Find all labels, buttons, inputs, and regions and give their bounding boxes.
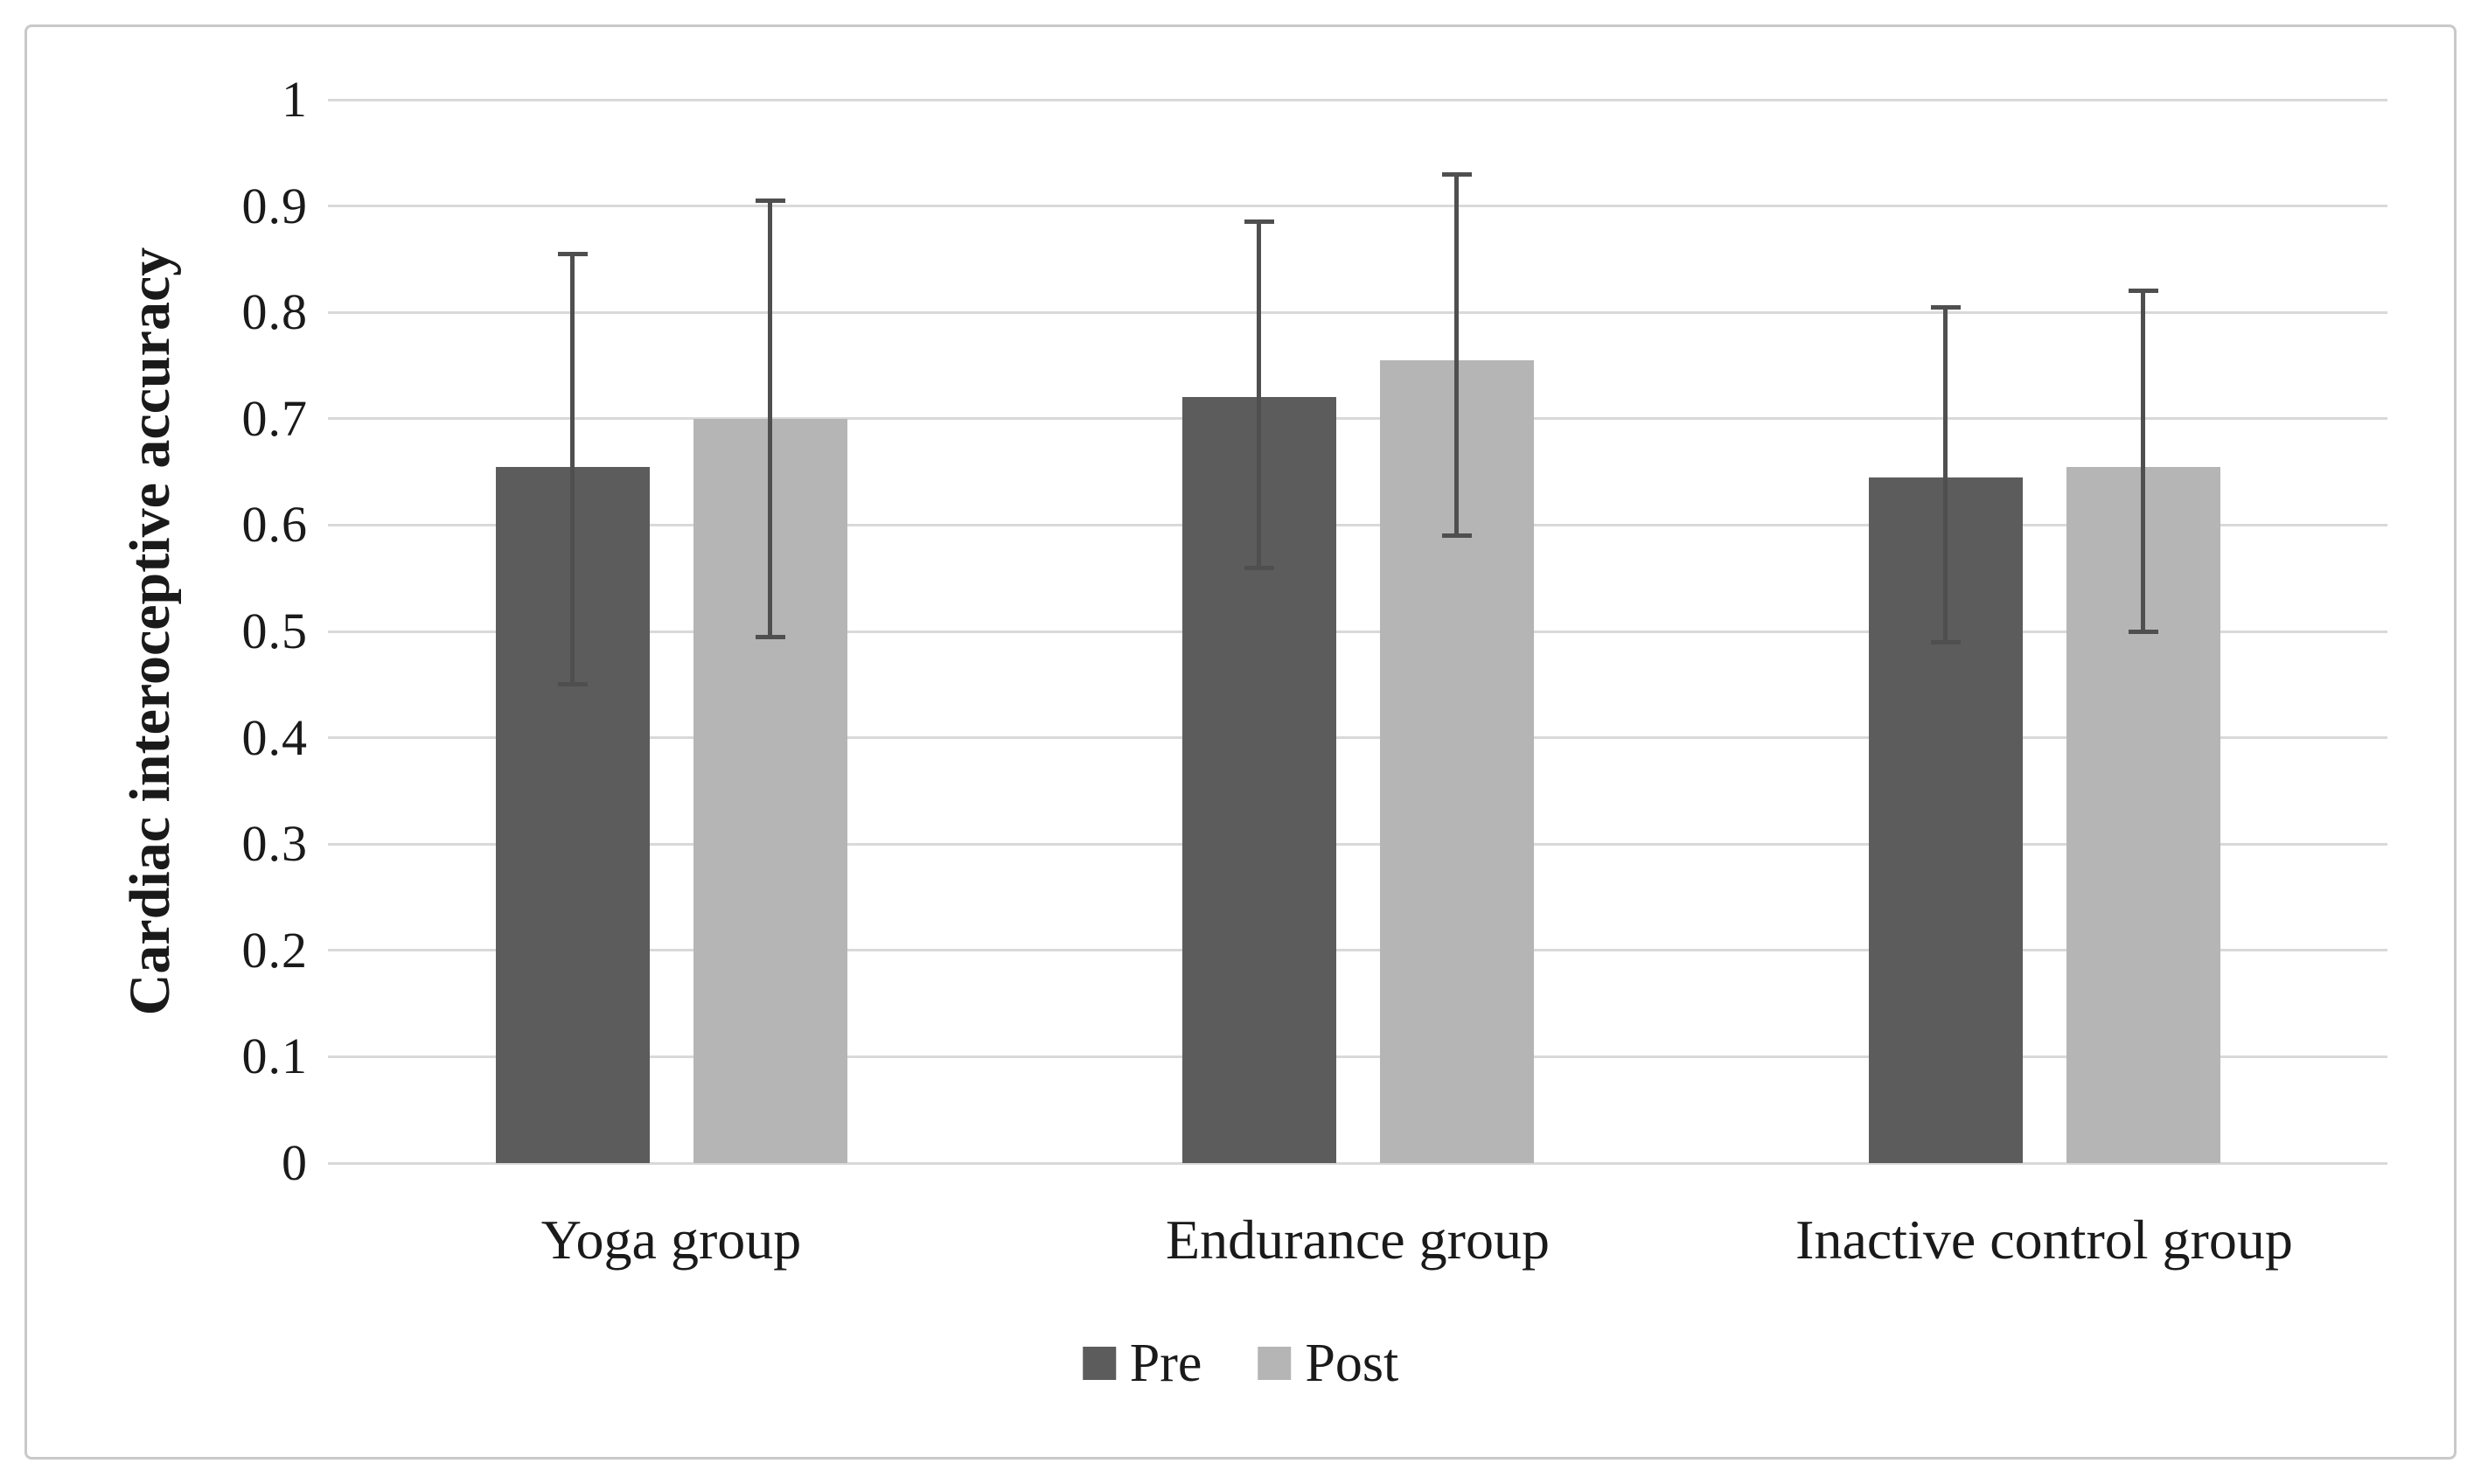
y-tick-label: 0.2 <box>241 921 308 979</box>
error-bar-cap <box>1441 171 1472 177</box>
error-bar-cap <box>557 251 588 256</box>
y-tick-label: 0.5 <box>241 603 308 659</box>
error-bar-cap <box>1244 219 1274 225</box>
error-bar-cap <box>1441 533 1472 539</box>
error-bar-line <box>570 254 575 685</box>
legend-item-pre: Pre <box>1082 1334 1202 1393</box>
gridline <box>328 949 2387 952</box>
error-bar-line <box>1943 307 1948 643</box>
y-tick-label: 0.7 <box>241 389 308 447</box>
error-bar-line <box>2141 290 2145 631</box>
error-bar-cap <box>2128 629 2158 634</box>
legend-label-pre: Pre <box>1129 1334 1202 1393</box>
error-bar-line <box>768 200 772 637</box>
gridline <box>328 417 2387 421</box>
legend-swatch-pre-icon <box>1082 1347 1116 1380</box>
y-tick-label: 1 <box>282 71 308 128</box>
legend-item-post: Post <box>1258 1336 1398 1390</box>
error-bar-cap <box>1930 304 1961 310</box>
error-bar-cap <box>557 682 588 687</box>
x-axis-line <box>328 1161 2387 1165</box>
y-tick-label: 0.6 <box>241 496 308 554</box>
y-tick-label: 0 <box>282 1134 308 1191</box>
legend-label-post: Post <box>1305 1334 1399 1393</box>
gridline <box>328 630 2387 633</box>
gridline <box>328 523 2387 526</box>
error-bar-cap <box>1244 565 1274 570</box>
gridline <box>328 310 2387 314</box>
x-axis-label-group-1: Yoga group <box>540 1209 802 1271</box>
y-tick-label: 0.8 <box>241 283 308 341</box>
gridline <box>328 842 2387 846</box>
error-bar-line <box>1454 174 1459 536</box>
gridline <box>328 1055 2387 1058</box>
error-bar-cap <box>2128 289 2158 294</box>
gridline <box>328 736 2387 740</box>
y-axis-title: Cardiac interoceptive accuracy <box>118 247 182 1016</box>
y-tick-label: 0.1 <box>241 1028 308 1085</box>
gridline <box>328 205 2387 208</box>
x-axis-label-group-2: Endurance group <box>1166 1209 1550 1271</box>
error-bar-cap <box>1930 639 1961 644</box>
legend: Pre Post <box>1082 1334 1398 1393</box>
y-tick-label: 0.4 <box>241 708 308 766</box>
legend-swatch-post-icon <box>1258 1347 1292 1380</box>
x-axis-label-group-3: Inactive control group <box>1795 1209 2293 1271</box>
error-bar-line <box>1257 221 1261 568</box>
gridline <box>328 98 2387 101</box>
y-tick-label: 0.3 <box>241 815 308 873</box>
error-bar-cap <box>755 199 785 204</box>
error-bar-cap <box>755 634 785 639</box>
y-tick-label: 0.9 <box>241 177 308 234</box>
